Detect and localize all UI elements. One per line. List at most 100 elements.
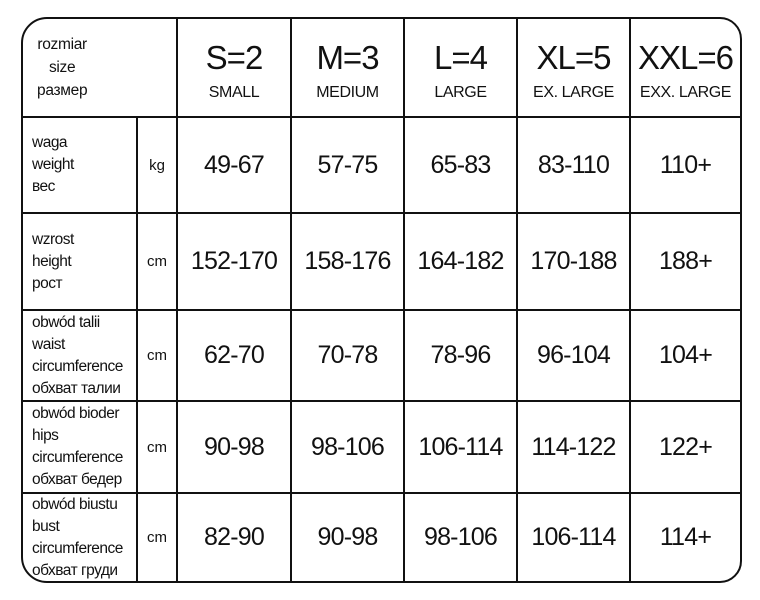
- row-label-line: bust: [32, 517, 60, 535]
- row-label-cell: obwód bioder hips circumference обхват беде…: [23, 402, 138, 494]
- value-cell: 170-188: [518, 214, 631, 311]
- row-label-line: obwód talii: [32, 313, 100, 331]
- value-cell: 78-96: [405, 311, 518, 402]
- value-cell: 164-182: [405, 214, 518, 311]
- size-header-cell: M=3 MEDIUM: [292, 19, 405, 118]
- row-label-line: weight: [32, 156, 74, 173]
- row-label-line: waga: [32, 134, 68, 151]
- row-label-cell: waga weight вес: [23, 118, 138, 214]
- row-label-line: обхват талии: [32, 379, 121, 397]
- unit-text: cm: [147, 529, 167, 546]
- value-cell: 114-122: [518, 402, 631, 494]
- size-code: XL=5: [536, 38, 612, 76]
- size-name: EX. LARGE: [533, 83, 614, 101]
- value-text: 122+: [658, 432, 713, 461]
- corner-label: rozmiar size размер: [37, 33, 88, 102]
- row-label-line: обхват бедер: [32, 471, 122, 488]
- row-label-line: height: [32, 252, 72, 270]
- unit-cell: cm: [138, 494, 178, 581]
- row-label-line: obwód bioder: [32, 405, 120, 422]
- value-text: 106-114: [531, 523, 616, 551]
- row-label-line: circumference: [32, 539, 123, 557]
- value-cell: 114+: [631, 494, 740, 581]
- unit-text: cm: [147, 438, 167, 456]
- value-cell: 65-83: [405, 118, 518, 214]
- size-name: SMALL: [208, 83, 260, 101]
- value-text: 78-96: [430, 341, 492, 369]
- size-code: XXL=6: [638, 38, 734, 76]
- unit-cell: cm: [138, 311, 178, 402]
- value-cell: 110+: [631, 118, 740, 214]
- value-text: 106-114: [418, 432, 503, 461]
- value-text: 57-75: [317, 150, 379, 179]
- value-text: 65-83: [430, 150, 492, 179]
- row-label-line: wzrost: [32, 230, 74, 248]
- value-text: 104+: [658, 341, 713, 369]
- unit-text: cm: [147, 253, 167, 270]
- value-text: 110+: [659, 150, 712, 179]
- unit-text: kg: [149, 156, 165, 174]
- value-text: 96-104: [536, 341, 611, 369]
- row-label-line: обхват груди: [32, 561, 118, 579]
- row-label-cell: obwód talii waist circumference обхват тали…: [23, 311, 138, 402]
- row-label-line: obwód biustu: [32, 495, 118, 513]
- value-cell: 98-106: [292, 402, 405, 494]
- unit-text: cm: [147, 347, 167, 364]
- corner-label-line: размер: [37, 82, 88, 99]
- value-cell: 49-67: [178, 118, 292, 214]
- value-text: 82-90: [204, 523, 265, 551]
- row-label-line: circumference: [32, 449, 123, 466]
- value-text: 152-170: [190, 247, 278, 275]
- size-header-cell: XL=5 EX. LARGE: [518, 19, 631, 118]
- size-header-cell: S=2 SMALL: [178, 19, 292, 118]
- size-header-cell: XXL=6 EXX. LARGE: [631, 19, 740, 118]
- value-text: 98-106: [310, 432, 385, 461]
- value-cell: 90-98: [178, 402, 292, 494]
- unit-cell: cm: [138, 214, 178, 311]
- value-text: 90-98: [317, 523, 379, 551]
- value-text: 49-67: [204, 150, 265, 179]
- value-cell: 152-170: [178, 214, 292, 311]
- value-text: 62-70: [204, 341, 265, 369]
- unit-cell: cm: [138, 402, 178, 494]
- value-cell: 98-106: [405, 494, 518, 581]
- value-cell: 83-110: [518, 118, 631, 214]
- size-code: M=3: [316, 38, 379, 76]
- row-label-line: рост: [32, 274, 63, 292]
- value-cell: 96-104: [518, 311, 631, 402]
- value-text: 70-78: [317, 341, 379, 369]
- value-cell: 70-78: [292, 311, 405, 402]
- value-text: 90-98: [204, 432, 265, 461]
- value-cell: 188+: [631, 214, 740, 311]
- value-text: 114-122: [531, 432, 616, 461]
- value-text: 188+: [658, 247, 713, 275]
- value-text: 114+: [659, 523, 712, 551]
- value-cell: 82-90: [178, 494, 292, 581]
- value-text: 83-110: [537, 150, 610, 179]
- value-cell: 158-176: [292, 214, 405, 311]
- value-text: 158-176: [304, 247, 391, 275]
- unit-cell: kg: [138, 118, 178, 214]
- row-label-cell: obwód biustu bust circumference обхват груд…: [23, 494, 138, 581]
- value-cell: 57-75: [292, 118, 405, 214]
- row-label-cell: wzrost height рост: [23, 214, 138, 311]
- size-name: MEDIUM: [316, 83, 379, 101]
- size-header-cell: L=4 LARGE: [405, 19, 518, 118]
- size-name: EXX. LARGE: [639, 83, 732, 101]
- value-cell: 62-70: [178, 311, 292, 402]
- value-cell: 106-114: [405, 402, 518, 494]
- value-cell: 104+: [631, 311, 740, 402]
- size-chart-table: rozmiar size размер S=2 SMALL M=3 MEDIUM L=4 LAR…: [21, 17, 742, 583]
- row-label-line: вес: [32, 178, 55, 195]
- value-text: 170-188: [530, 247, 617, 275]
- value-cell: 122+: [631, 402, 740, 494]
- size-code: S=2: [205, 38, 264, 76]
- size-code: L=4: [434, 38, 488, 76]
- value-text: 164-182: [417, 247, 504, 275]
- header-corner-cell: rozmiar size размер: [23, 19, 178, 118]
- corner-label-line: rozmiar: [37, 36, 87, 53]
- value-cell: 90-98: [292, 494, 405, 581]
- row-label-line: circumference: [32, 357, 123, 375]
- row-label-line: waist: [32, 335, 65, 353]
- value-cell: 106-114: [518, 494, 631, 581]
